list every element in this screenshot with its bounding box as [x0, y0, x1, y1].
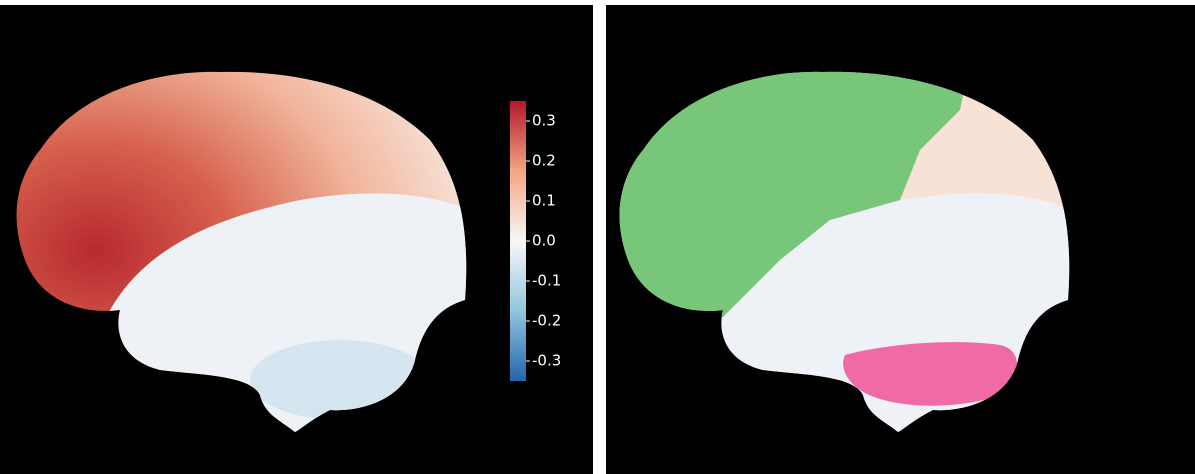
tick-label: -0.1 — [532, 272, 561, 290]
tick-label: 0.2 — [532, 152, 556, 170]
tick-label: 0.1 — [532, 192, 556, 210]
tick-label: 0.3 — [532, 112, 556, 130]
tick-label: 0.0 — [532, 232, 556, 250]
annotation: ′ — [590, 447, 594, 465]
colorbar — [510, 101, 526, 381]
tick-label: -0.2 — [532, 312, 561, 330]
tick-label: -0.3 — [532, 352, 561, 370]
figure: ′ 0.3 0.2 0.1 0.0 -0.1 -0.2 -0.3 — [0, 0, 1195, 474]
